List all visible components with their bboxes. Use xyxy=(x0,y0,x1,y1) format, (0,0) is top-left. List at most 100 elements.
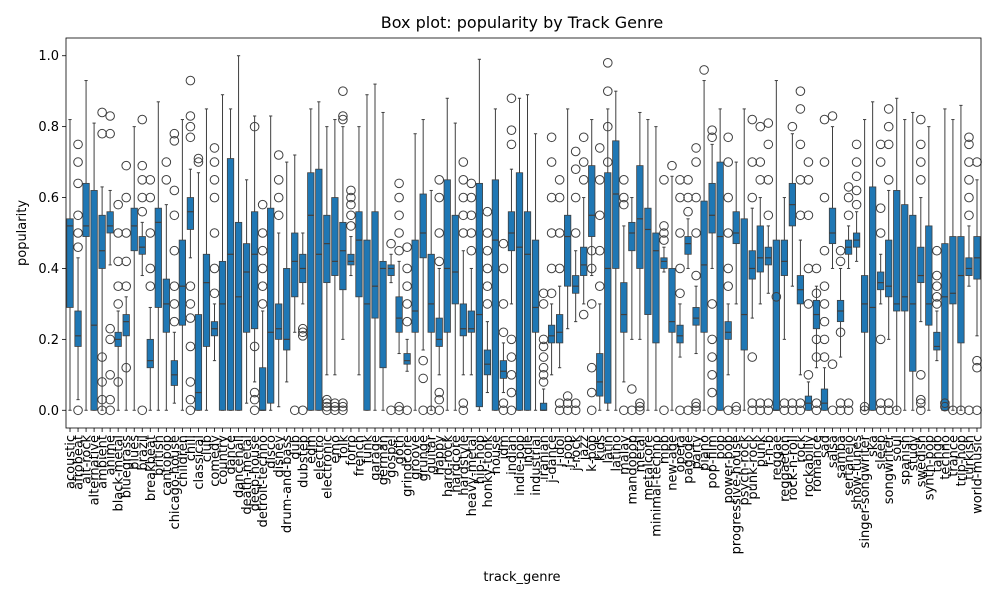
box-hardcore xyxy=(451,122,459,411)
outlier-point xyxy=(619,405,629,416)
outlier-point xyxy=(707,387,717,398)
outlier-point xyxy=(169,210,180,221)
outlier-point xyxy=(972,157,982,167)
outlier-point xyxy=(506,139,517,150)
outlier-point xyxy=(602,58,613,68)
box-psych-rock xyxy=(740,108,748,411)
outlier-point xyxy=(330,398,340,408)
outlier-point xyxy=(763,175,774,185)
outlier-point xyxy=(707,132,717,143)
outlier-point xyxy=(322,401,332,412)
outlier-point xyxy=(940,398,950,408)
outlier-point xyxy=(691,401,701,412)
outlier-point xyxy=(209,192,220,203)
box-iqr xyxy=(877,271,885,291)
box-iqr xyxy=(901,204,909,312)
x-tick-label: rockabilly xyxy=(802,435,817,498)
outlier-point xyxy=(249,341,260,352)
outlier-point xyxy=(932,270,942,281)
box-iqr xyxy=(748,250,756,280)
outlier-point xyxy=(627,405,637,416)
outlier-point xyxy=(546,288,557,299)
outlier-point xyxy=(803,175,814,185)
outlier-point xyxy=(169,185,180,196)
outlier-point xyxy=(209,288,220,299)
box-iqr xyxy=(459,303,467,337)
outlier-point xyxy=(145,175,156,185)
outlier-point xyxy=(97,377,107,387)
x-tick-label: minimal-techno xyxy=(649,435,664,537)
outlier-point xyxy=(105,334,115,345)
outlier-point xyxy=(843,398,854,408)
outlier-point xyxy=(113,281,123,291)
box-dancehall xyxy=(234,55,243,411)
x-tick-label: country xyxy=(216,435,231,485)
outlier-point xyxy=(434,228,445,238)
box-j-pop xyxy=(562,108,573,416)
box-house xyxy=(491,108,500,411)
box-iqr xyxy=(668,268,676,333)
outlier-point xyxy=(763,405,774,416)
outlier-point xyxy=(835,245,846,256)
outlier-point xyxy=(97,352,107,362)
box-indian xyxy=(506,93,517,416)
box-spanish xyxy=(901,119,909,411)
outlier-point xyxy=(185,394,196,405)
box-iqr xyxy=(347,253,355,266)
box-salsa xyxy=(827,111,838,416)
outlier-point xyxy=(819,114,830,125)
x-tick-label: chicago-house xyxy=(168,435,183,529)
outlier-point xyxy=(105,128,115,139)
box-iqr xyxy=(98,214,106,269)
outlier-point xyxy=(322,405,332,416)
outlier-point xyxy=(811,334,822,345)
box-iqr xyxy=(339,221,347,291)
x-tick-label: acoustic xyxy=(64,435,79,489)
x-tick-label: samba xyxy=(834,435,849,479)
box-cantopop xyxy=(161,157,172,411)
outlier-point xyxy=(113,199,123,210)
x-tick-label: study xyxy=(906,435,921,471)
box-iqr xyxy=(251,211,259,330)
box-iqr xyxy=(355,211,363,298)
box-world-music xyxy=(972,157,982,416)
outlier-point xyxy=(554,398,565,408)
outlier-point xyxy=(562,405,573,416)
outlier-point xyxy=(763,118,774,128)
box-iqr xyxy=(74,310,82,347)
outlier-point xyxy=(506,125,517,135)
outlier-point xyxy=(338,401,348,412)
x-tick-label: indie xyxy=(521,435,536,467)
outlier-point xyxy=(394,178,404,189)
box-iqr xyxy=(612,140,620,269)
x-tick-label: reggaeton xyxy=(778,435,793,502)
outlier-point xyxy=(916,139,926,150)
box-iqr xyxy=(435,317,443,347)
outlier-point xyxy=(418,355,428,366)
x-tick-label: ska xyxy=(866,435,881,457)
outlier-point xyxy=(875,228,886,238)
box-iqr xyxy=(515,172,524,411)
outlier-point xyxy=(346,192,356,203)
box-iqr xyxy=(917,246,925,284)
outlier-point xyxy=(675,288,685,299)
box-iqr xyxy=(941,243,949,411)
box-swedish xyxy=(916,114,926,416)
x-tick-label: metal xyxy=(633,435,648,472)
outlier-point xyxy=(554,263,565,274)
x-tick-label: opera xyxy=(674,435,689,473)
outlier-point xyxy=(948,405,958,416)
outlier-point xyxy=(795,139,806,150)
box-samba xyxy=(835,245,846,416)
outlier-point xyxy=(249,394,260,405)
outlier-point xyxy=(538,288,549,299)
box-iqr xyxy=(828,207,837,245)
outlier-point xyxy=(185,377,196,387)
outlier-point xyxy=(338,111,348,121)
outlier-point xyxy=(795,86,806,96)
outlier-point xyxy=(602,157,613,167)
outlier-point xyxy=(562,391,573,401)
outlier-point xyxy=(691,398,701,408)
outlier-point xyxy=(707,405,717,416)
outlier-point xyxy=(659,235,669,245)
